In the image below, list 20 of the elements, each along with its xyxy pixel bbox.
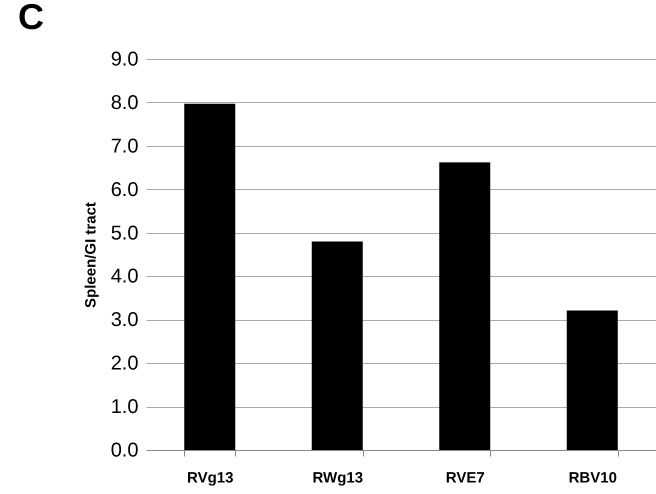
y-tick-label: 7.0 bbox=[110, 135, 138, 158]
y-tick-label: 4.0 bbox=[110, 266, 138, 288]
y-tick-label: 3.0 bbox=[110, 309, 138, 332]
x-tick-label: RBV10 bbox=[568, 470, 617, 486]
chart-title: C bbox=[18, 0, 44, 37]
y-tick-label: 0.0 bbox=[110, 440, 138, 462]
bar bbox=[184, 104, 236, 450]
bar bbox=[439, 162, 490, 450]
y-axis-title: Spleen/GI tract bbox=[82, 202, 100, 308]
x-tick-label: RVg13 bbox=[187, 470, 234, 486]
y-tick-label: 8.0 bbox=[110, 92, 138, 114]
x-tick-label: RWg13 bbox=[312, 470, 364, 486]
bar bbox=[312, 241, 363, 450]
y-tick-label: 5.0 bbox=[110, 222, 138, 244]
y-tick-label: 2.0 bbox=[110, 352, 138, 375]
x-tick-label: RVE7 bbox=[446, 470, 485, 486]
bar bbox=[566, 310, 618, 450]
y-tick-label: 9.0 bbox=[110, 48, 138, 70]
y-tick-label: 6.0 bbox=[110, 178, 138, 201]
y-tick-label: 1.0 bbox=[110, 396, 138, 418]
